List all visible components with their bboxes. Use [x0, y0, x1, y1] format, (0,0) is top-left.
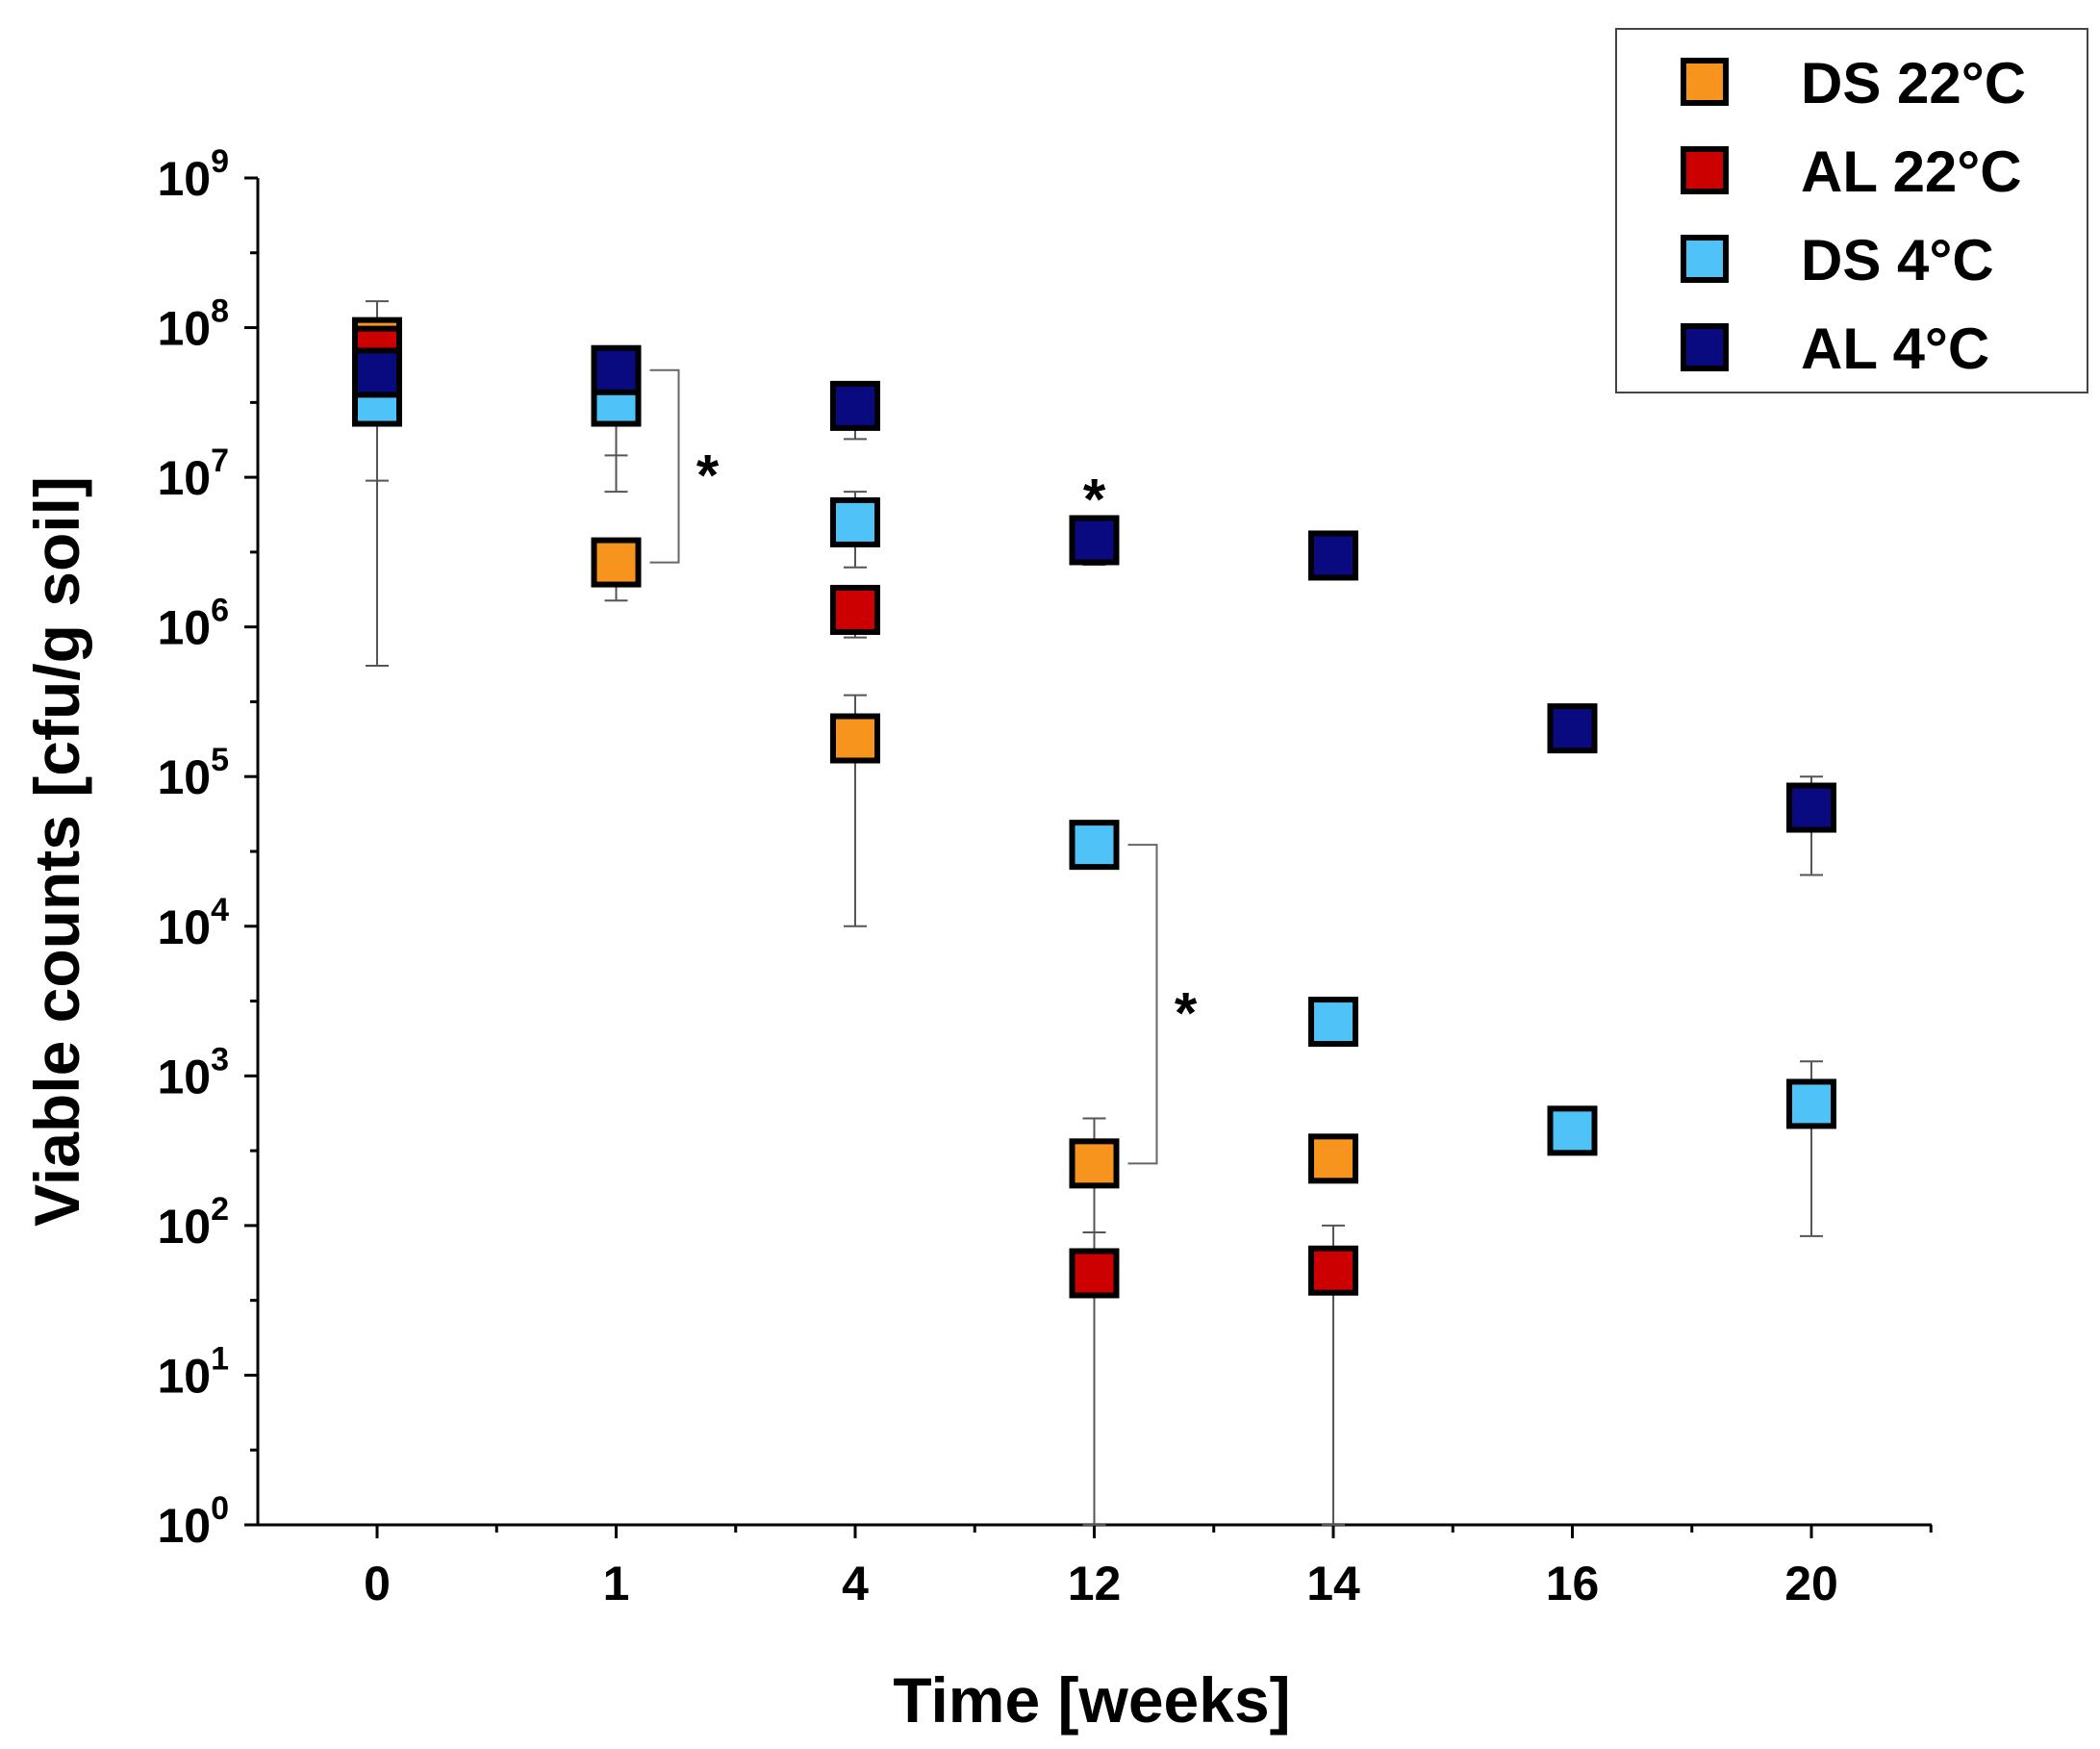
x-tick-label: 0	[364, 1557, 391, 1610]
y-tick-label: 100	[157, 1490, 229, 1553]
data-markers	[352, 317, 1836, 1299]
significance-star: *	[696, 444, 720, 508]
x-axis-ticks: 0 1 4 12 14 16 20	[364, 1525, 1933, 1610]
data-point-series-0	[1308, 1133, 1358, 1184]
legend: DS 22°C AL 22°C DS 4°C AL 4°C	[1615, 28, 2088, 393]
y-axis-title: Viable counts [cfu/g soil]	[21, 476, 92, 1227]
x-axis-title: Time [weeks]	[893, 1664, 1290, 1736]
legend-swatch	[1681, 235, 1729, 283]
y-tick-label: 106	[157, 593, 229, 655]
legend-swatch	[1681, 146, 1729, 194]
data-point-series-2	[1308, 997, 1358, 1048]
data-point-series-2	[1547, 1105, 1598, 1156]
y-axis-ticks: 100 101 102 103 104 105 106 107 108 109	[157, 143, 258, 1553]
data-point-series-3	[352, 347, 402, 398]
y-tick-label: 104	[157, 892, 229, 954]
legend-swatch	[1681, 58, 1729, 106]
data-point-series-2	[830, 496, 880, 547]
y-tick-label: 101	[157, 1340, 229, 1403]
data-point-series-3	[591, 344, 642, 395]
y-tick-label: 105	[157, 742, 229, 804]
data-point-series-2	[1786, 1078, 1836, 1129]
y-tick-label: 109	[157, 143, 229, 206]
x-tick-label: 1	[603, 1557, 630, 1610]
y-tick-label: 108	[157, 293, 229, 356]
x-tick-label: 4	[842, 1557, 869, 1610]
data-point-series-3	[830, 380, 880, 431]
data-point-series-0	[1069, 1138, 1120, 1189]
legend-label: AL 4°C	[1801, 317, 1989, 381]
x-tick-label: 20	[1784, 1557, 1838, 1610]
legend-swatch	[1681, 323, 1729, 371]
significance-star: *	[1083, 467, 1106, 531]
data-point-series-1	[830, 584, 880, 635]
significance-annotations: * * *	[649, 368, 1198, 1165]
data-point-series-3	[1308, 530, 1358, 581]
data-point-series-2	[1069, 820, 1120, 871]
significance-bracket	[649, 368, 680, 564]
data-point-series-3	[1069, 515, 1120, 566]
y-tick-label: 107	[157, 443, 229, 505]
data-point-series-3	[1547, 703, 1598, 754]
x-tick-label: 16	[1546, 1557, 1600, 1610]
legend-label: DS 22°C	[1801, 51, 2026, 115]
legend-label: AL 22°C	[1801, 139, 2022, 204]
significance-star: *	[1175, 981, 1198, 1046]
x-tick-label: 14	[1306, 1557, 1360, 1610]
data-point-series-3	[1786, 782, 1836, 833]
x-tick-label: 12	[1068, 1557, 1122, 1610]
data-point-series-1	[1069, 1248, 1120, 1299]
significance-bracket	[1127, 844, 1158, 1165]
y-tick-label: 102	[157, 1191, 229, 1254]
data-point-series-0	[830, 713, 880, 764]
data-point-series-1	[1308, 1245, 1358, 1296]
y-tick-label: 103	[157, 1041, 229, 1103]
legend-label: DS 4°C	[1801, 228, 1994, 292]
data-point-series-0	[591, 537, 642, 588]
